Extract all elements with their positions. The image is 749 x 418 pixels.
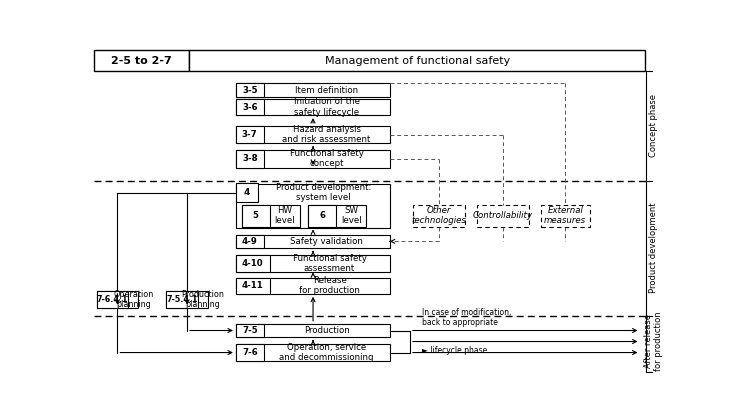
Text: 2-5 to 2-7: 2-5 to 2-7 (111, 56, 172, 66)
Text: Concept phase: Concept phase (649, 94, 658, 157)
FancyBboxPatch shape (236, 324, 389, 337)
Text: Other
technologies: Other technologies (411, 206, 467, 225)
FancyBboxPatch shape (477, 205, 529, 227)
FancyBboxPatch shape (242, 205, 300, 227)
Text: In case of modification,
back to appropriate: In case of modification, back to appropr… (422, 308, 511, 327)
Text: 3-8: 3-8 (242, 154, 258, 163)
Text: 3-7: 3-7 (242, 130, 258, 139)
Text: Production
planning: Production planning (181, 290, 225, 309)
Text: 4: 4 (243, 188, 250, 197)
FancyBboxPatch shape (236, 126, 389, 143)
FancyBboxPatch shape (97, 291, 129, 308)
FancyBboxPatch shape (236, 234, 264, 248)
Text: 4-10: 4-10 (242, 259, 264, 268)
Text: Operation
planning: Operation planning (113, 290, 154, 309)
FancyBboxPatch shape (189, 50, 645, 71)
Text: HW
level: HW level (274, 206, 295, 225)
FancyBboxPatch shape (236, 255, 389, 272)
Text: Functional safety
concept: Functional safety concept (290, 149, 363, 168)
FancyBboxPatch shape (236, 234, 389, 248)
FancyBboxPatch shape (236, 126, 264, 143)
Text: 3-6: 3-6 (242, 103, 258, 112)
Text: After release
for production: After release for production (644, 312, 664, 371)
Text: 6: 6 (319, 211, 325, 220)
FancyBboxPatch shape (236, 324, 264, 337)
FancyBboxPatch shape (236, 184, 389, 227)
Text: Product development:
system level: Product development: system level (276, 183, 372, 202)
FancyBboxPatch shape (236, 99, 389, 115)
FancyBboxPatch shape (236, 344, 389, 362)
FancyBboxPatch shape (236, 344, 264, 362)
Text: Release
for production: Release for production (299, 276, 360, 296)
Text: 7-6: 7-6 (242, 348, 258, 357)
Text: Product development: Product development (649, 203, 658, 293)
FancyBboxPatch shape (236, 278, 270, 294)
Text: 7-6.4.1: 7-6.4.1 (97, 295, 128, 304)
FancyBboxPatch shape (309, 205, 366, 227)
Text: 5: 5 (252, 211, 258, 220)
FancyBboxPatch shape (309, 205, 336, 227)
Text: 3-5: 3-5 (242, 86, 258, 94)
Text: Item definition: Item definition (295, 86, 358, 94)
Text: Hazard analysis
and risk assessment: Hazard analysis and risk assessment (282, 125, 371, 144)
Text: Controllability: Controllability (473, 211, 533, 220)
FancyBboxPatch shape (236, 83, 389, 97)
Text: 4-11: 4-11 (242, 281, 264, 290)
FancyBboxPatch shape (236, 255, 270, 272)
FancyBboxPatch shape (94, 50, 189, 71)
FancyBboxPatch shape (242, 205, 270, 227)
Text: 7-5.4.1: 7-5.4.1 (166, 295, 198, 304)
FancyBboxPatch shape (166, 291, 208, 308)
Text: Functional safety
assessment: Functional safety assessment (293, 254, 366, 273)
FancyBboxPatch shape (236, 150, 264, 168)
Text: ► lifecycle phase: ► lifecycle phase (422, 347, 487, 355)
Text: Initiation of the
safety lifecycle: Initiation of the safety lifecycle (294, 97, 360, 117)
Text: Safety validation: Safety validation (291, 237, 363, 246)
Text: Operation, service
and decommissioning: Operation, service and decommissioning (279, 343, 374, 362)
FancyBboxPatch shape (236, 183, 258, 202)
FancyBboxPatch shape (413, 205, 465, 227)
FancyBboxPatch shape (236, 99, 264, 115)
Text: Production: Production (304, 326, 350, 335)
Text: External
measures: External measures (545, 206, 586, 225)
FancyBboxPatch shape (166, 291, 198, 308)
FancyBboxPatch shape (541, 205, 590, 227)
FancyBboxPatch shape (236, 150, 389, 168)
Text: SW
level: SW level (341, 206, 362, 225)
FancyBboxPatch shape (236, 83, 264, 97)
FancyBboxPatch shape (236, 278, 389, 294)
Text: Management of functional safety: Management of functional safety (324, 56, 510, 66)
Text: 4-9: 4-9 (242, 237, 258, 246)
Text: 7-5: 7-5 (242, 326, 258, 335)
FancyBboxPatch shape (97, 291, 139, 308)
